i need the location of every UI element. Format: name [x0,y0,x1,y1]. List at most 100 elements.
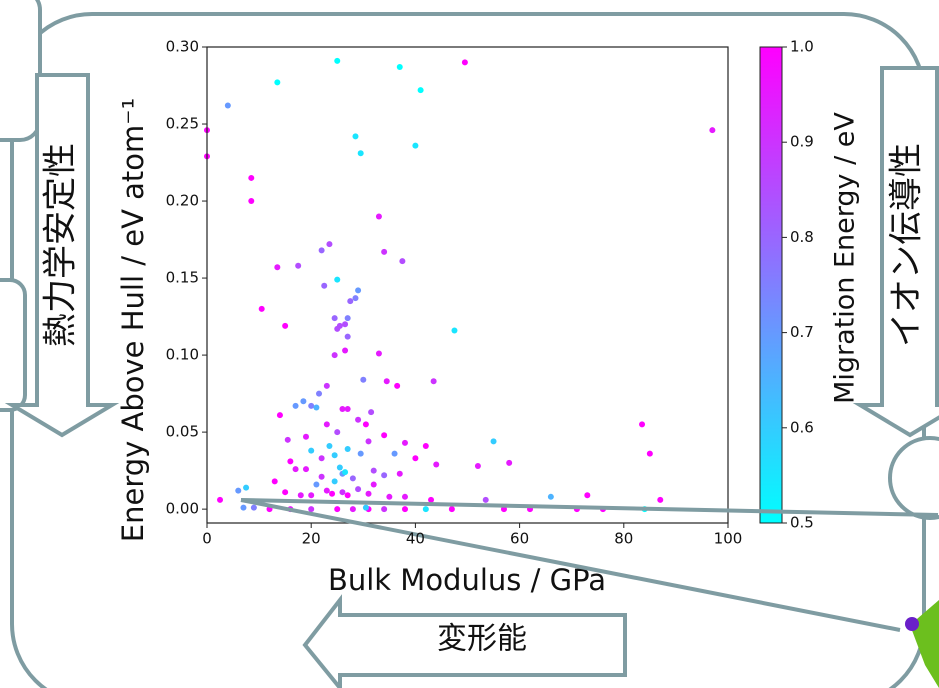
x-tick-label: 60 [510,530,529,548]
points [204,57,716,513]
point [482,496,489,503]
colorbar-label: Migration Energy / eV [830,112,861,404]
point [357,150,364,157]
colorbar-tick-label: 1.0 [790,38,814,56]
point [276,412,283,419]
point [375,350,382,357]
axes-frame [206,46,729,524]
point [248,174,255,181]
point [646,450,653,457]
point [709,127,716,134]
y-tick-label: 0.25 [166,115,199,133]
annotation: 熱力学安定性 [41,143,81,347]
point [394,382,401,389]
point [474,463,481,470]
point [357,450,364,457]
point [344,492,351,499]
point [334,57,341,64]
point [422,442,429,449]
point [313,481,320,488]
point [323,382,330,389]
point [401,493,408,500]
point [282,322,289,329]
point [316,390,323,397]
point [323,487,330,494]
point [430,378,437,385]
point [396,470,403,477]
point [248,198,255,205]
point [375,213,382,220]
point [329,490,336,497]
x-tick-label: 20 [302,530,321,548]
point [342,469,349,476]
point [287,458,294,465]
point [344,406,351,413]
point [342,321,349,328]
point [302,433,309,440]
point [365,438,372,445]
point [336,464,343,471]
point [381,472,388,479]
point [274,79,281,86]
point [381,432,388,439]
point [584,492,591,499]
x-tick-label: 0 [202,530,212,548]
y-tick-label: 0.05 [166,423,199,441]
point [334,325,341,332]
point [448,506,455,513]
point [355,416,362,423]
point [240,504,247,511]
point [355,486,362,493]
point [258,305,265,312]
point [352,133,359,140]
point [224,102,231,109]
point [295,262,302,269]
x-tick-label: 100 [714,530,743,548]
arrow [4,73,120,438]
point [396,64,403,71]
point [331,452,338,459]
x-tick-label: 80 [614,530,633,548]
point [412,142,419,149]
point [506,459,513,466]
point [490,438,497,445]
point [381,506,388,513]
point [352,295,359,302]
y-tick-label: 0.30 [166,38,199,56]
point [297,492,304,499]
point [355,287,362,294]
point [323,421,330,428]
point [347,298,354,305]
connector [240,498,939,517]
point [284,436,291,443]
point [217,496,224,503]
point [399,258,406,265]
y-tick-label: 0.20 [166,192,199,210]
point [274,264,281,271]
point [250,504,257,511]
point [386,493,393,500]
point [401,439,408,446]
point [417,87,424,94]
point [657,496,664,503]
colorbar-tick-label: 0.6 [790,418,814,436]
y-tick-label: 0.15 [166,269,199,287]
point [326,442,333,449]
point [433,461,440,468]
point [313,404,320,411]
point [383,378,390,385]
colorbar-tick-label: 0.5 [790,514,814,532]
point [428,496,435,503]
point [339,406,346,413]
annotation: イオン伝導性 [887,143,927,347]
point [282,489,289,496]
point [318,473,325,480]
point [331,352,338,359]
x-tick-label: 40 [406,530,425,548]
x-axis-label: Bulk Modulus / GPa [328,563,606,597]
point [235,487,242,494]
point [339,489,346,496]
y-tick-label: 0.00 [166,500,199,518]
colorbar-tick-label: 0.9 [790,133,814,151]
